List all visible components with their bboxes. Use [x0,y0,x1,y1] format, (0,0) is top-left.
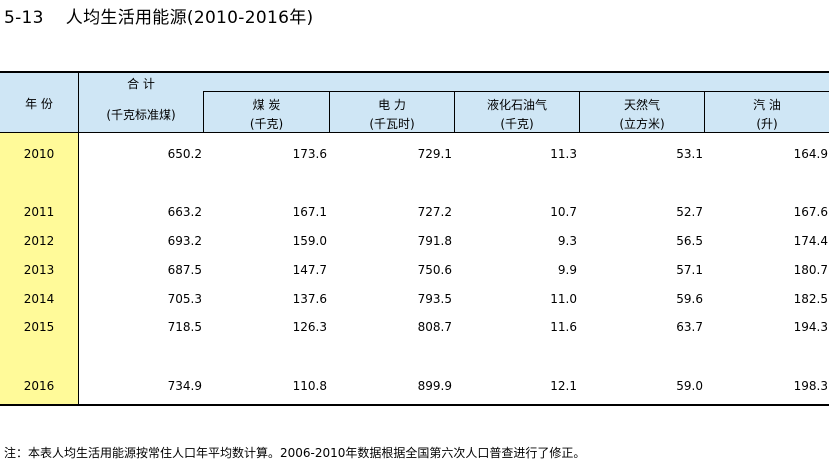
cell-electricity: 729.1 [417,147,452,161]
cell-gasoline: 180.7 [793,263,828,277]
cell-natural-gas: 63.7 [676,320,703,334]
row-year: 2013 [23,263,55,277]
cell-total: 718.5 [167,320,202,334]
table-title-text: 人均生活用能源(2010-2016年) [65,8,314,28]
cell-coal: 159.0 [292,234,327,248]
cell-total: 650.2 [167,147,202,161]
cell-lpg: 9.3 [557,234,577,248]
cell-gasoline: 182.5 [793,292,828,306]
header-lpg-unit: (千克) [500,117,534,131]
cell-gasoline: 194.3 [793,320,828,334]
cell-natural-gas: 53.1 [676,147,703,161]
cell-lpg: 11.0 [550,292,577,306]
cell-coal: 110.8 [292,379,327,393]
header-coal: 煤 炭 [252,98,281,112]
cell-natural-gas: 52.7 [676,205,703,219]
cell-electricity: 727.2 [417,205,452,219]
cell-lpg: 10.7 [550,205,577,219]
header-divider-3 [454,91,455,133]
cell-electricity: 793.5 [417,292,452,306]
header-bottom-rule [0,132,829,133]
header-electricity: 电 力 [378,98,406,112]
cell-total: 663.2 [167,205,202,219]
header-coal-unit: (千克) [249,117,284,131]
table-title: 5-13 人均生活用能源(2010-2016年) [4,4,313,32]
header-natural-gas: 天然气 [623,98,660,112]
cell-total: 705.3 [167,292,202,306]
cell-coal: 137.6 [292,292,327,306]
cell-lpg: 11.6 [550,320,577,334]
header-background [0,72,829,133]
row-year: 2011 [23,205,55,219]
row-year: 2016 [23,379,55,393]
table-row: 2011 663.2 167.1 727.2 10.7 52.7 167.6 [0,202,829,222]
table-row: 2010 650.2 173.6 729.1 11.3 53.1 164.9 [0,144,829,164]
subheader-rule [203,91,829,92]
table-footnote: 注：本表人均生活用能源按常住人口年平均数计算。2006-2010年数据根据全国第… [4,446,586,460]
header-divider-2 [329,91,330,133]
cell-coal: 147.7 [292,263,327,277]
cell-coal: 126.3 [292,320,327,334]
cell-gasoline: 198.3 [793,379,828,393]
header-total-unit: (千克标准煤) [106,108,176,122]
row-year: 2010 [23,147,55,161]
cell-gasoline: 174.4 [793,234,828,248]
row-year: 2014 [23,292,55,306]
year-column-highlight [0,133,78,404]
header-divider-4 [579,91,580,133]
table-row: 2014 705.3 137.6 793.5 11.0 59.6 182.5 [0,289,829,309]
table-row: 2012 693.2 159.0 791.8 9.3 56.5 174.4 [0,231,829,251]
cell-lpg: 11.3 [550,147,577,161]
header-divider-5 [704,91,705,133]
table-row: 2013 687.5 147.7 750.6 9.9 57.1 180.7 [0,260,829,280]
header-lpg: 液化石油气 [486,98,547,112]
cell-total: 734.9 [167,379,202,393]
table-bottom-rule [0,404,829,406]
cell-natural-gas: 59.6 [676,292,703,306]
table-row: 2015 718.5 126.3 808.7 11.6 63.7 194.3 [0,317,829,337]
cell-gasoline: 167.6 [793,205,828,219]
year-column-divider [78,72,79,404]
header-total-label: 合 计 [127,77,155,91]
header-gasoline-unit: (升) [756,117,778,131]
cell-electricity: 750.6 [417,263,452,277]
cell-coal: 173.6 [292,147,327,161]
header-natural-gas-unit: (立方米) [619,117,665,131]
header-divider-1 [203,91,204,133]
cell-electricity: 791.8 [417,234,452,248]
cell-electricity: 808.7 [417,320,452,334]
header-electricity-unit: (千瓦时) [369,117,415,131]
cell-lpg: 12.1 [550,379,577,393]
cell-electricity: 899.9 [417,379,452,393]
cell-total: 693.2 [167,234,202,248]
cell-coal: 167.1 [292,205,327,219]
header-year: 年 份 [25,97,53,111]
cell-lpg: 9.9 [557,263,577,277]
row-year: 2015 [23,320,55,334]
cell-total: 687.5 [167,263,202,277]
cell-natural-gas: 57.1 [676,263,703,277]
table-number: 5-13 [4,8,44,28]
table-top-rule [0,71,829,73]
table-row: 2016 734.9 110.8 899.9 12.1 59.0 198.3 [0,376,829,396]
row-year: 2012 [23,234,55,248]
cell-natural-gas: 56.5 [676,234,703,248]
header-gasoline: 汽 油 [753,98,781,112]
cell-gasoline: 164.9 [793,147,828,161]
cell-natural-gas: 59.0 [676,379,703,393]
